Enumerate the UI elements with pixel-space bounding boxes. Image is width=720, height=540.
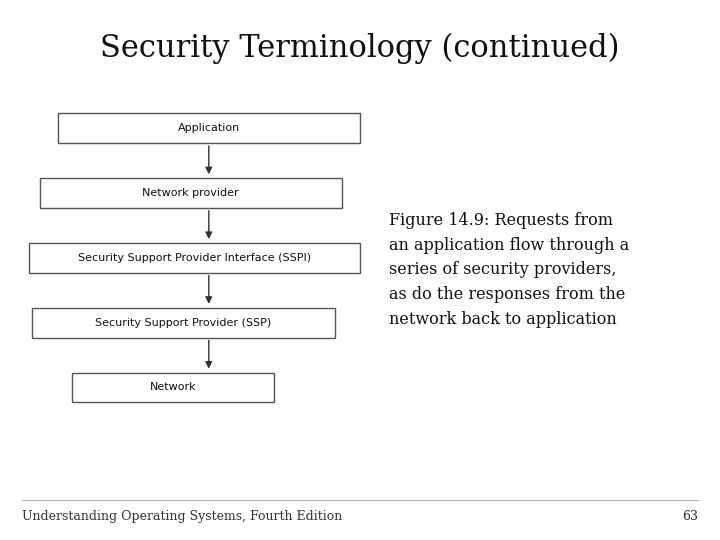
FancyBboxPatch shape [40,178,342,208]
Text: Security Support Provider Interface (SSPI): Security Support Provider Interface (SSP… [78,253,311,263]
Text: Network: Network [150,382,196,393]
Text: Security Support Provider (SSP): Security Support Provider (SSP) [96,318,271,328]
FancyBboxPatch shape [32,308,335,338]
FancyBboxPatch shape [58,113,360,143]
FancyBboxPatch shape [72,373,274,402]
Text: Network provider: Network provider [143,188,239,198]
Text: Application: Application [178,123,240,133]
Text: Security Terminology (continued): Security Terminology (continued) [100,33,620,64]
Text: Understanding Operating Systems, Fourth Edition: Understanding Operating Systems, Fourth … [22,510,342,523]
FancyBboxPatch shape [29,243,360,273]
Text: 63: 63 [683,510,698,523]
Text: Figure 14.9: Requests from
an application flow through a
series of security prov: Figure 14.9: Requests from an applicatio… [389,212,629,328]
